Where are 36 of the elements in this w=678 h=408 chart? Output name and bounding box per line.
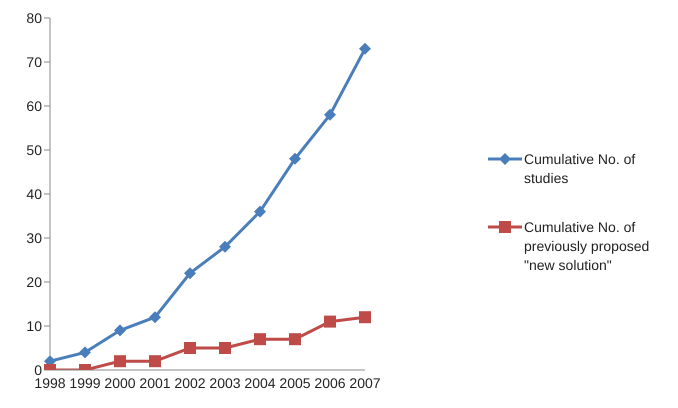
x-tick-label: 2000 — [104, 374, 136, 391]
x-tick-label: 2005 — [279, 374, 311, 391]
y-tick-label: 70 — [26, 54, 42, 70]
point — [254, 333, 266, 346]
point — [149, 355, 161, 368]
y-tick-label: 20 — [26, 274, 42, 290]
y-tick-label: 80 — [26, 10, 42, 26]
point — [114, 355, 126, 368]
y-tick-label: 30 — [26, 230, 42, 246]
x-tick-label: 2007 — [349, 374, 381, 391]
y-tick-label: 10 — [26, 318, 42, 334]
x-tick-label: 2001 — [139, 374, 171, 391]
point — [79, 346, 91, 358]
point — [219, 342, 231, 354]
point — [184, 267, 196, 280]
point — [324, 108, 336, 121]
y-tick-label: 60 — [26, 98, 42, 114]
legend-label: Cumulative No. of previously proposed "new solution" — [524, 218, 650, 275]
point — [254, 206, 266, 218]
point — [359, 42, 371, 55]
point — [324, 316, 336, 328]
x-tick-label: 1999 — [69, 374, 101, 391]
legend-label: Cumulative No. of studies — [524, 150, 636, 188]
point — [289, 152, 301, 165]
x-tick-label: 2002 — [174, 374, 206, 391]
point — [114, 324, 126, 336]
x-tick-label: 2003 — [209, 374, 241, 391]
point — [184, 342, 196, 354]
point — [149, 311, 161, 324]
y-tick-label: 50 — [26, 142, 42, 158]
point — [359, 311, 371, 324]
x-tick-label: 2006 — [314, 374, 346, 391]
point — [219, 240, 231, 253]
x-tick-label: 2004 — [244, 374, 276, 391]
y-tick-label: 40 — [26, 186, 42, 202]
point — [289, 333, 301, 346]
